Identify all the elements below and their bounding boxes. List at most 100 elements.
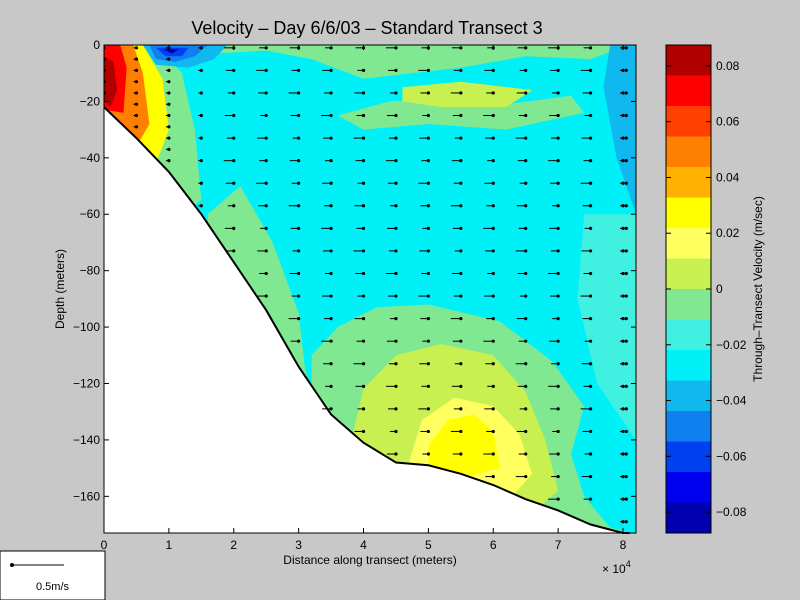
sample-point xyxy=(491,159,495,163)
sample-point xyxy=(621,181,625,185)
colorbar-segment xyxy=(666,167,711,198)
contour-east-edge-cyan-light xyxy=(577,214,636,440)
sample-point xyxy=(624,520,628,524)
sample-point xyxy=(524,429,528,434)
x-tick-label: 2 xyxy=(230,538,237,552)
sample-point xyxy=(394,271,398,276)
sample-point xyxy=(621,520,625,524)
sample-point xyxy=(297,249,301,253)
sample-point xyxy=(556,429,560,434)
sample-point xyxy=(329,317,333,321)
colorbar-tick-label: −0.04 xyxy=(716,394,747,408)
sample-point xyxy=(167,68,171,72)
sample-point xyxy=(199,181,203,185)
sample-point xyxy=(199,91,203,95)
sample-point xyxy=(167,136,171,140)
sample-point xyxy=(459,362,463,366)
sample-point xyxy=(524,91,528,95)
sample-point xyxy=(556,226,560,230)
sample-point xyxy=(624,317,628,321)
sample-point xyxy=(329,136,333,140)
sample-point xyxy=(297,91,301,95)
sample-point xyxy=(524,339,528,343)
sample-point xyxy=(361,249,366,253)
sample-point xyxy=(556,249,560,253)
colorbar-segment xyxy=(666,45,711,76)
sample-point xyxy=(524,362,528,366)
sample-point xyxy=(297,113,301,118)
sample-point xyxy=(426,271,430,276)
colorbar-segment xyxy=(666,472,711,503)
sample-point xyxy=(491,204,495,208)
sample-point xyxy=(621,159,625,163)
sample-point xyxy=(329,271,333,276)
sample-point xyxy=(621,91,625,95)
sample-point xyxy=(588,204,593,208)
sample-point xyxy=(524,384,528,388)
sample-point xyxy=(624,159,628,163)
sample-point xyxy=(297,271,301,276)
sample-point xyxy=(264,204,268,208)
sample-point xyxy=(459,159,463,163)
sample-point xyxy=(588,91,593,95)
sample-point xyxy=(491,452,495,456)
sample-point xyxy=(134,91,139,95)
sample-point xyxy=(621,407,625,411)
sample-point xyxy=(232,159,236,163)
sample-point xyxy=(524,317,528,321)
sample-point xyxy=(491,474,495,479)
sample-point xyxy=(624,362,628,366)
sample-point xyxy=(329,249,333,253)
sample-point xyxy=(329,46,333,50)
sample-point xyxy=(264,226,268,230)
sample-point xyxy=(621,339,625,343)
sample-point xyxy=(624,181,628,185)
sample-point xyxy=(394,46,398,50)
sample-point xyxy=(588,46,593,50)
y-tick-label: −120 xyxy=(73,376,100,390)
sample-point xyxy=(556,317,560,321)
y-axis-label: Depth (meters) xyxy=(53,249,67,329)
sample-point xyxy=(491,317,495,321)
sample-point xyxy=(588,474,593,479)
sample-point xyxy=(329,204,333,208)
sample-point xyxy=(426,159,430,163)
contour-east-edge-blue xyxy=(603,45,636,215)
sample-point xyxy=(232,91,236,95)
sample-point xyxy=(394,91,398,95)
sample-point xyxy=(199,68,203,72)
sample-point xyxy=(556,474,560,479)
sample-point xyxy=(167,159,171,163)
sample-point xyxy=(524,159,528,163)
sample-point xyxy=(621,204,625,208)
sample-point xyxy=(329,294,333,298)
colorbar-ticks: 0.08 0.06 0.04 0.02 0 −0.02 −0.04 −0.06 −0.08 xyxy=(666,59,747,519)
contour-mid-band-green xyxy=(337,95,585,130)
x-tick-label: 4 xyxy=(360,538,367,552)
sample-point xyxy=(524,68,528,72)
sample-point xyxy=(524,271,528,276)
x-tick-label: 6 xyxy=(490,538,497,552)
sample-point xyxy=(588,294,593,298)
sample-point xyxy=(264,46,268,50)
sample-point xyxy=(624,249,628,253)
sample-point xyxy=(459,181,463,185)
sample-point xyxy=(167,80,171,84)
sample-point xyxy=(297,317,301,321)
y-axis-ticks: 0 −20 −40 −60 −80 −100 −120 −140 −160 xyxy=(73,38,636,503)
x-scale-multiplier: × 104 xyxy=(602,559,631,576)
sample-point xyxy=(556,362,560,366)
sample-point xyxy=(524,46,528,50)
colorbar-tick-label: −0.06 xyxy=(716,449,747,463)
sample-point xyxy=(459,339,463,343)
sample-point xyxy=(556,159,560,163)
sample-point xyxy=(232,204,236,208)
sample-point xyxy=(394,113,398,118)
sample-point xyxy=(426,113,430,118)
y-tick-label: −40 xyxy=(80,151,101,165)
sample-point xyxy=(394,384,398,388)
x-tick-label: 5 xyxy=(425,538,432,552)
sample-point xyxy=(624,226,628,230)
sample-point xyxy=(524,407,528,411)
sample-point xyxy=(394,226,398,230)
